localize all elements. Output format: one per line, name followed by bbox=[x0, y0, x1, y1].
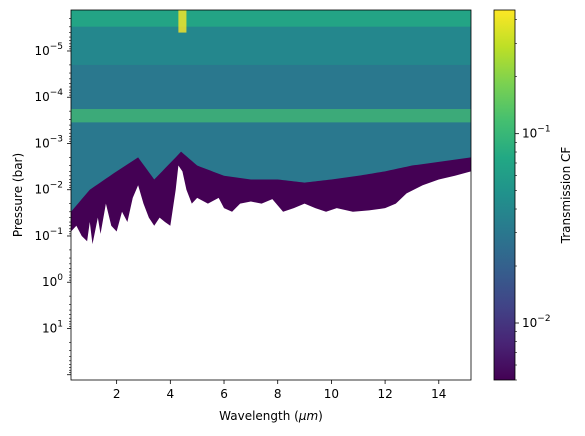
x-tick-label: 4 bbox=[167, 387, 175, 401]
x-axis: 2 4 6 8 10 12 14 bbox=[113, 380, 446, 401]
x-tick-label: 10 bbox=[324, 387, 339, 401]
y-tick-label: 10−1 bbox=[34, 227, 63, 243]
x-tick-label: 2 bbox=[113, 387, 121, 401]
plot-frame bbox=[70, 9, 472, 381]
y-tick-label: 10−5 bbox=[34, 42, 63, 58]
high-contribution-band bbox=[71, 109, 471, 123]
upper-atmosphere-band bbox=[71, 10, 471, 27]
y-axis: 10−5 10−4 10−3 10−2 10−1 100 101 bbox=[34, 18, 71, 376]
x-axis-title: Wavelength (μm) bbox=[219, 409, 323, 423]
y-axis-title: Pressure (bar) bbox=[11, 153, 25, 237]
colorbar-ticks: 10−1 10−2 bbox=[515, 19, 551, 381]
y-tick-label: 100 bbox=[42, 273, 63, 289]
upper-atmosphere-gradient bbox=[71, 26, 471, 65]
heatmap bbox=[71, 10, 471, 245]
y-tick-label: 10−4 bbox=[34, 88, 63, 104]
x-tick-label: 12 bbox=[377, 387, 392, 401]
co2-feature bbox=[178, 10, 187, 33]
x-tick-label: 14 bbox=[431, 387, 446, 401]
colorbar-tick-label: 10−1 bbox=[522, 125, 551, 141]
x-tick-label: 6 bbox=[220, 387, 228, 401]
colorbar: 10−1 10−2 Transmission CF bbox=[493, 9, 573, 381]
y-tick-label: 10−3 bbox=[34, 134, 63, 150]
colorbar-gradient bbox=[493, 9, 516, 381]
y-tick-label: 101 bbox=[42, 319, 63, 335]
y-tick-label: 10−2 bbox=[34, 181, 63, 197]
plot-area bbox=[70, 9, 472, 381]
colorbar-tick-label: 10−2 bbox=[522, 314, 551, 330]
x-tick-label: 8 bbox=[274, 387, 282, 401]
colorbar-title: Transmission CF bbox=[559, 147, 573, 245]
